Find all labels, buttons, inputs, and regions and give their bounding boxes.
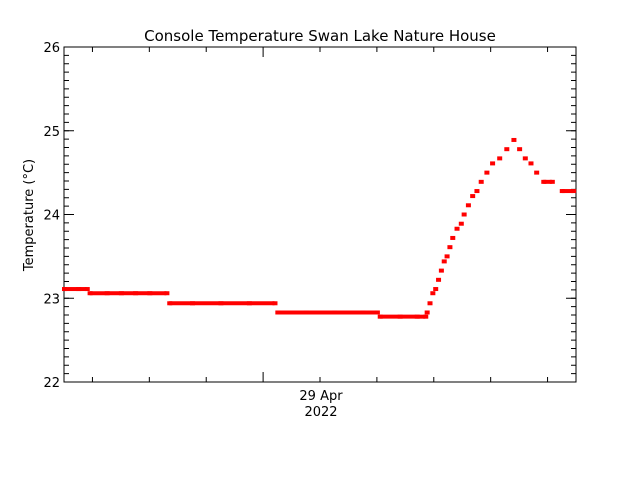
- data-point: [430, 291, 436, 296]
- data-point: [465, 203, 471, 208]
- y-tick-label: 22: [43, 376, 60, 391]
- data-series-temperature: [62, 137, 577, 319]
- axis-tick-labels: 22 23 24 25 26: [43, 41, 60, 391]
- data-point: [450, 235, 456, 240]
- data-point: [474, 189, 480, 194]
- plot-frame: [63, 46, 577, 383]
- x-tick-label-year: 2022: [304, 405, 337, 420]
- data-point: [517, 147, 523, 152]
- data-point: [444, 254, 450, 259]
- data-point: [436, 277, 442, 282]
- data-point: [458, 221, 464, 226]
- data-point: [433, 287, 439, 292]
- y-axis-label: Temperature (°C): [22, 159, 37, 272]
- y-tick-label: 26: [43, 41, 60, 56]
- data-point: [484, 170, 490, 175]
- data-point: [511, 137, 517, 142]
- data-point: [423, 314, 429, 319]
- data-point: [470, 194, 476, 199]
- data-point: [272, 301, 278, 306]
- data-point: [571, 189, 577, 194]
- data-point: [497, 156, 503, 161]
- data-point: [441, 259, 447, 264]
- axis-ticks: [64, 46, 576, 383]
- data-point: [490, 161, 496, 166]
- data-point: [534, 170, 540, 175]
- data-point: [447, 245, 453, 250]
- data-point: [427, 301, 433, 306]
- data-point: [461, 212, 467, 217]
- data-point: [84, 287, 90, 292]
- y-tick-label: 23: [43, 292, 60, 307]
- data-point: [424, 310, 430, 315]
- data-point: [504, 147, 510, 152]
- data-point: [549, 179, 555, 184]
- y-tick-label: 24: [43, 209, 60, 224]
- data-point: [164, 291, 170, 296]
- data-point: [454, 226, 460, 231]
- data-point: [522, 156, 528, 161]
- data-point: [438, 268, 444, 273]
- x-tick-label-date: 29 Apr: [299, 389, 343, 404]
- data-point: [478, 179, 484, 184]
- y-tick-label: 25: [43, 125, 60, 140]
- data-point: [374, 310, 380, 315]
- data-point: [528, 161, 534, 166]
- chart-title: Console Temperature Swan Lake Nature Hou…: [144, 27, 496, 45]
